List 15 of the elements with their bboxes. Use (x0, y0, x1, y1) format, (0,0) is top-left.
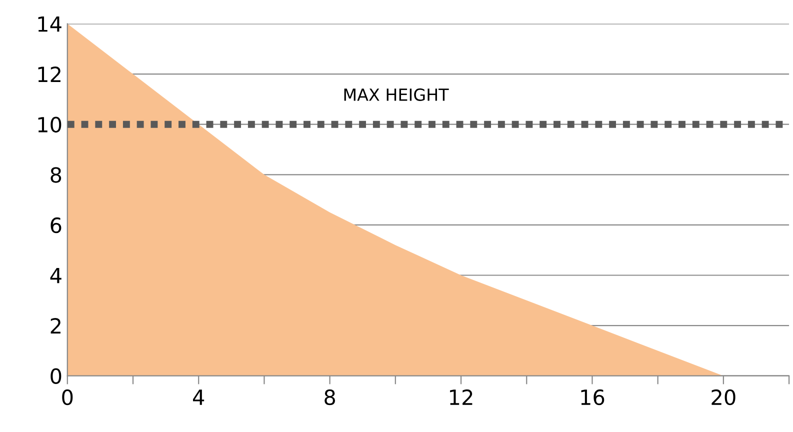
x-tick-label: 8 (324, 389, 336, 406)
y-tick-label: 2 (50, 318, 60, 334)
y-tick-label: 14 (38, 16, 62, 32)
y-tick-label: 10 (38, 116, 62, 133)
y-tick-label: 0 (50, 368, 62, 384)
x-tick-label: 4 (193, 390, 204, 405)
x-tick-label: 20 (712, 389, 736, 406)
y-tick-label: 6 (50, 217, 62, 234)
x-tick-label: 12 (450, 389, 472, 405)
x-tick-label: 16 (581, 389, 604, 406)
y-tick-label: 12 (38, 66, 60, 82)
y-tick-label: 4 (50, 268, 62, 284)
ref-line-label: MAX HEIGHT (344, 88, 449, 102)
x-tick-label: 0 (62, 389, 73, 406)
y-tick-label: 8 (50, 167, 62, 183)
